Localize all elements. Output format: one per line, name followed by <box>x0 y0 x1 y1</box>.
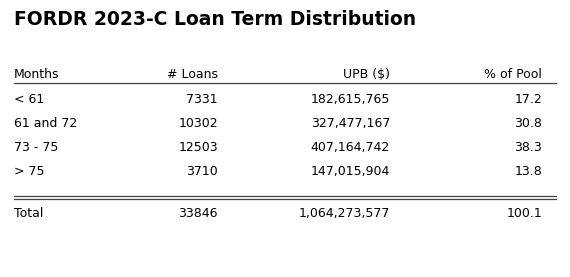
Text: 327,477,167: 327,477,167 <box>311 117 390 130</box>
Text: 13.8: 13.8 <box>514 165 542 178</box>
Text: 3710: 3710 <box>186 165 218 178</box>
Text: < 61: < 61 <box>14 93 44 106</box>
Text: 182,615,765: 182,615,765 <box>311 93 390 106</box>
Text: 7331: 7331 <box>186 93 218 106</box>
Text: % of Pool: % of Pool <box>484 68 542 81</box>
Text: 30.8: 30.8 <box>514 117 542 130</box>
Text: # Loans: # Loans <box>167 68 218 81</box>
Text: 38.3: 38.3 <box>514 141 542 154</box>
Text: > 75: > 75 <box>14 165 44 178</box>
Text: 33846: 33846 <box>178 207 218 220</box>
Text: 61 and 72: 61 and 72 <box>14 117 78 130</box>
Text: 1,064,273,577: 1,064,273,577 <box>299 207 390 220</box>
Text: 17.2: 17.2 <box>514 93 542 106</box>
Text: 12503: 12503 <box>178 141 218 154</box>
Text: 407,164,742: 407,164,742 <box>311 141 390 154</box>
Text: 10302: 10302 <box>178 117 218 130</box>
Text: Total: Total <box>14 207 43 220</box>
Text: FORDR 2023-C Loan Term Distribution: FORDR 2023-C Loan Term Distribution <box>14 10 416 29</box>
Text: Months: Months <box>14 68 59 81</box>
Text: 73 - 75: 73 - 75 <box>14 141 58 154</box>
Text: UPB ($): UPB ($) <box>343 68 390 81</box>
Text: 100.1: 100.1 <box>506 207 542 220</box>
Text: 147,015,904: 147,015,904 <box>311 165 390 178</box>
